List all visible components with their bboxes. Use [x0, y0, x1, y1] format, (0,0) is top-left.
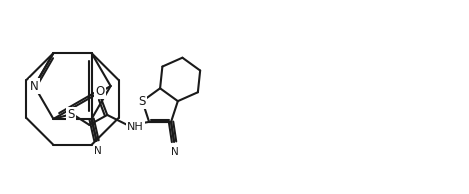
Text: N: N	[94, 146, 101, 156]
Text: NH: NH	[127, 122, 144, 132]
Text: N: N	[171, 147, 179, 157]
Text: N: N	[30, 80, 39, 93]
Text: S: S	[68, 108, 75, 121]
Text: O: O	[96, 85, 105, 98]
Text: S: S	[139, 95, 146, 108]
